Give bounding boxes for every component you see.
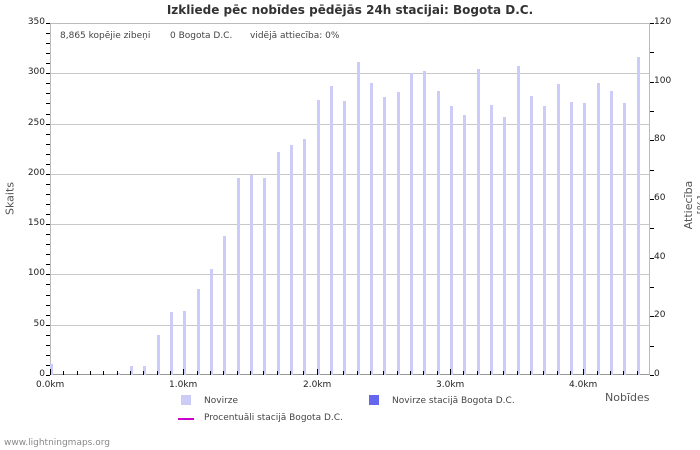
bar <box>303 139 306 375</box>
gridline <box>50 174 650 175</box>
gridline <box>50 224 650 225</box>
legend-novirze: Novirze <box>204 396 239 406</box>
y-tick-left: 200 <box>27 168 45 178</box>
bar <box>223 236 226 375</box>
bar <box>543 106 546 375</box>
x-tick: 1.0km <box>169 380 198 390</box>
y-tick-left: 50 <box>33 319 45 329</box>
bar <box>397 92 400 375</box>
bar <box>143 366 146 375</box>
bar <box>343 101 346 375</box>
y-tick-left: 100 <box>27 268 45 278</box>
bar <box>383 97 386 375</box>
y-tick-left: 150 <box>27 218 45 228</box>
bar <box>597 83 600 375</box>
info-station: 0 Bogota D.C. <box>170 31 233 41</box>
bar <box>477 69 480 375</box>
bar <box>463 115 466 375</box>
bar <box>263 178 266 375</box>
legend-swatch-percent <box>178 418 194 420</box>
bar <box>157 335 160 375</box>
y-tick-left: 300 <box>27 67 45 77</box>
x-axis-label: Nobīdes <box>605 391 650 404</box>
y-tick-left: 250 <box>27 118 45 128</box>
info-ratio: vidējā attiecība: 0% <box>250 31 340 41</box>
bar <box>183 311 186 375</box>
gridline <box>50 124 650 125</box>
bar <box>277 152 280 375</box>
chart-title: Izkliede pēc nobīdes pēdējās 24h stacija… <box>166 3 534 17</box>
y-tick-right: 80 <box>654 134 666 144</box>
bar <box>197 289 200 375</box>
bar <box>503 117 506 375</box>
x-tick: 3.0km <box>436 380 465 390</box>
bar <box>517 66 520 375</box>
y-axis-label-right: Attiecība [%] <box>682 180 700 230</box>
x-tick: 2.0km <box>303 380 332 390</box>
x-tick: 0.0km <box>36 380 65 390</box>
info-total: 8,865 kopējie zibeņi <box>60 31 151 41</box>
legend-swatch-novirze <box>181 395 191 405</box>
gridline <box>50 73 650 74</box>
bar <box>530 96 533 375</box>
bar <box>330 86 333 375</box>
bar <box>410 73 413 375</box>
bar <box>570 102 573 375</box>
bar <box>117 373 120 375</box>
bar <box>557 84 560 375</box>
bar <box>490 105 493 375</box>
legend-swatch-station <box>369 395 379 405</box>
bar <box>437 91 440 375</box>
bar <box>50 364 53 375</box>
bar <box>637 57 640 375</box>
plot-area <box>50 23 650 375</box>
bar <box>290 145 293 375</box>
bar <box>623 103 626 375</box>
y-tick-left: 0 <box>39 369 45 379</box>
gridline <box>50 325 650 326</box>
bar <box>210 269 213 375</box>
bar <box>357 62 360 375</box>
bar <box>130 366 133 375</box>
bar <box>610 91 613 375</box>
bar <box>237 178 240 375</box>
bar <box>370 83 373 375</box>
bar <box>317 100 320 375</box>
footer-url: www.lightningmaps.org <box>4 438 110 448</box>
y-tick-left: 350 <box>27 17 45 27</box>
legend-station: Novirze stacijā Bogota D.C. <box>392 396 515 406</box>
legend-percent: Procentuāli stacijā Bogota D.C. <box>204 413 343 423</box>
bar <box>583 103 586 375</box>
y-axis-label-left: Skaits <box>3 182 17 215</box>
bar <box>250 175 253 375</box>
x-tick: 4.0km <box>569 380 598 390</box>
bar <box>423 71 426 375</box>
y-tick-right: 20 <box>654 310 666 320</box>
gridline <box>50 274 650 275</box>
y-tick-right: 120 <box>654 17 672 27</box>
y-tick-right: 0 <box>654 369 660 379</box>
bar <box>450 106 453 375</box>
y-tick-right: 40 <box>654 252 666 262</box>
y-tick-right: 100 <box>654 76 672 86</box>
y-tick-right: 60 <box>654 193 666 203</box>
bar <box>170 312 173 375</box>
